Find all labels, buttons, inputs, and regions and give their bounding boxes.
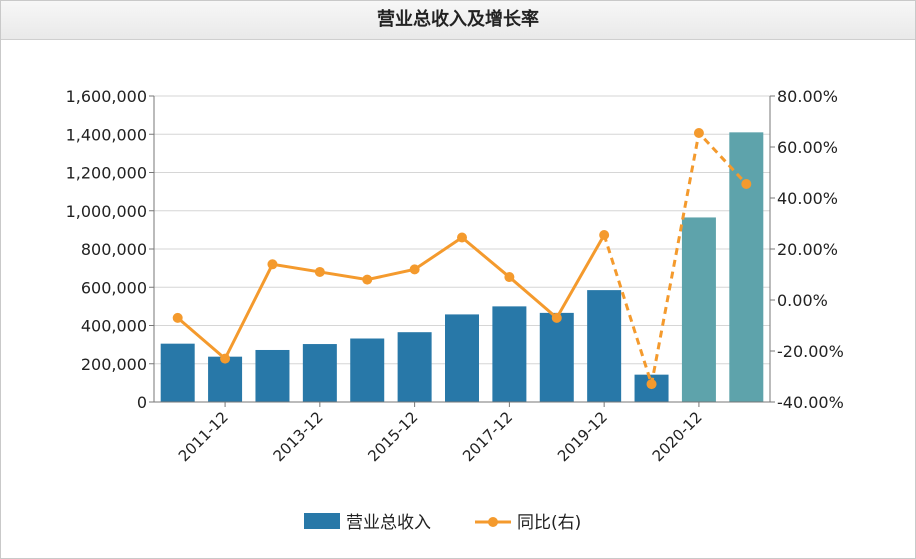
revenue-bars	[160, 132, 764, 402]
revenue-bar	[255, 349, 290, 402]
y-right-tick-label: 20.00%	[777, 240, 838, 259]
growth-point	[457, 232, 467, 243]
y-right-tick-label: 0.00%	[777, 291, 828, 310]
x-tick-label: 2015-12	[364, 408, 421, 465]
x-tick-label: 2013-12	[270, 408, 327, 465]
growth-line	[172, 127, 752, 390]
y-left-tick-label: 1,000,000	[66, 202, 147, 221]
growth-point	[599, 229, 610, 240]
y-right-tick-label: 80.00%	[777, 87, 838, 106]
growth-line-dashed	[602, 129, 748, 385]
y-right-tick-label: 40.00%	[777, 189, 838, 208]
y-right-tick-label: -20.00%	[777, 342, 844, 361]
chart-title: 营业总收入及增长率	[1, 1, 915, 40]
revenue-bar	[445, 314, 479, 402]
y-right-tick-label: 60.00%	[777, 138, 838, 157]
growth-line-solid	[176, 234, 606, 362]
y-left-tick-label: 1,600,000	[66, 87, 147, 106]
revenue-bar	[539, 312, 574, 402]
revenue-bar	[160, 343, 195, 402]
growth-point	[172, 312, 183, 323]
growth-point	[314, 266, 325, 277]
growth-point	[267, 259, 278, 270]
x-tick-label: 2020-12	[649, 408, 706, 465]
y-left-tick-label: 1,400,000	[66, 125, 147, 144]
y-left-tick-label: 600,000	[81, 278, 147, 297]
legend-revenue-label: 营业总收入	[346, 513, 431, 533]
legend-revenue-swatch	[304, 513, 340, 529]
growth-point	[220, 353, 231, 364]
revenue-bar	[397, 332, 432, 402]
growth-point	[504, 272, 515, 283]
revenue-bar	[350, 338, 385, 402]
growth-point	[409, 264, 420, 275]
y-left-tick-label: 200,000	[81, 355, 147, 374]
tick-labels: 0 200,000 400,000 600,000 800,000 1,000,000 1,…	[66, 87, 844, 465]
legend-growth-marker	[488, 517, 498, 527]
revenue-bar	[208, 356, 243, 402]
growth-point	[693, 127, 704, 138]
legend-growth-label: 同比(右)	[517, 513, 581, 533]
growth-point	[646, 379, 657, 390]
legend[interactable]: 营业总收入 同比(右)	[304, 513, 581, 533]
forecast-revenue-bar	[681, 217, 716, 402]
revenue-bar	[492, 306, 527, 402]
y-left-tick-label: 400,000	[81, 317, 147, 336]
revenue-bar	[302, 344, 337, 402]
growth-point	[741, 178, 752, 189]
y-left-tick-label: 1,200,000	[66, 164, 147, 183]
x-tick-label: 2019-12	[554, 408, 611, 465]
y-left-tick-label: 800,000	[81, 240, 147, 259]
revenue-bar	[587, 290, 622, 402]
x-tick-label: 2017-12	[459, 408, 516, 465]
y-right-tick-label: -40.00%	[777, 393, 844, 412]
growth-point	[551, 312, 562, 323]
forecast-revenue-bar	[729, 132, 764, 402]
x-tick-label: 2011-12	[175, 408, 232, 465]
growth-point	[362, 274, 373, 285]
axes	[149, 95, 775, 407]
y-left-tick-label: 0	[137, 393, 147, 412]
